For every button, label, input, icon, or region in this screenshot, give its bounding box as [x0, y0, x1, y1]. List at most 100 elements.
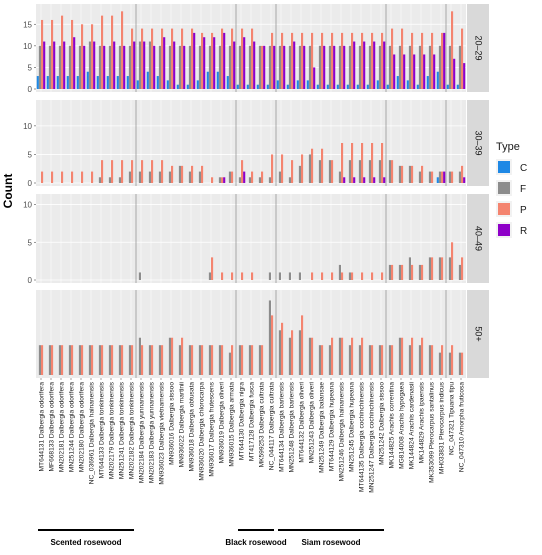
bar-F [228, 352, 231, 375]
bar-F [448, 352, 451, 375]
bar-P [201, 165, 204, 183]
bar-P [351, 272, 354, 280]
bar-R [263, 45, 266, 89]
bar-F [418, 171, 421, 183]
bar-C [446, 84, 449, 89]
x-tick-label: MK353099 Pterocarpus santalinus [429, 381, 436, 483]
bar-R [423, 54, 426, 89]
bar-P [171, 165, 174, 183]
bar-R [403, 54, 406, 89]
bar-P [131, 28, 134, 89]
bar-P [161, 160, 164, 183]
bar-F [348, 160, 351, 183]
bar-F [178, 165, 181, 183]
bar-F [318, 45, 321, 89]
bar-P [331, 272, 334, 280]
bar-F [408, 45, 411, 89]
bar-F [368, 160, 371, 183]
x-tick-label: NC_047321 Tipuana tipu [449, 382, 456, 455]
bar-P [41, 171, 44, 183]
bar-P [141, 160, 144, 183]
bar-F [68, 45, 71, 89]
x-tick-label: MT644132 Dalbergia oliveri [299, 381, 306, 462]
bar-C [246, 84, 249, 89]
bar-F [118, 345, 121, 375]
bar-P [81, 171, 84, 183]
bar-R [413, 54, 416, 89]
y-tick-label: 10 [23, 122, 32, 131]
bar-F [288, 177, 291, 183]
bar-F [138, 171, 141, 183]
bar-P [391, 264, 394, 280]
bar-P [401, 28, 404, 89]
y-tick-label: 0 [28, 276, 33, 285]
bar-C [146, 71, 149, 89]
bar-F [78, 45, 81, 89]
bar-P [251, 28, 254, 89]
bar-P [231, 171, 234, 183]
bar-P [51, 19, 54, 89]
legend-label: R [520, 226, 527, 237]
bar-P [331, 160, 334, 183]
bar-P [301, 32, 304, 89]
bar-C [56, 76, 59, 89]
bar-P [391, 160, 394, 183]
bar-F [438, 171, 441, 183]
bar-F [418, 45, 421, 89]
bar-F [428, 171, 431, 183]
bar-P [371, 272, 374, 280]
bar-F [428, 345, 431, 375]
bar-F [338, 171, 341, 183]
bar-F [188, 171, 191, 183]
bar-C [226, 76, 229, 89]
bar-F [128, 45, 131, 89]
bar-C [436, 71, 439, 89]
bar-F [448, 45, 451, 89]
bar-R [453, 58, 456, 89]
bar-P [461, 352, 464, 375]
bar-C [116, 76, 119, 89]
bar-P [221, 177, 224, 183]
bar-P [291, 32, 294, 89]
bar-R [353, 41, 356, 89]
bar-F [98, 45, 101, 89]
bar-P [91, 171, 94, 183]
bar-P [141, 28, 144, 89]
bar-P [361, 143, 364, 183]
bar-P [281, 154, 284, 183]
bar-R [153, 45, 156, 89]
bar-F [258, 345, 261, 375]
bar-P [251, 171, 254, 183]
bar-P [341, 143, 344, 183]
bar-P [441, 32, 444, 89]
bar-F [408, 257, 411, 280]
bar-C [376, 80, 379, 89]
bar-P [451, 171, 454, 183]
bar-P [261, 45, 264, 89]
bar-F [58, 45, 61, 89]
bar-P [381, 32, 384, 89]
bar-F [108, 45, 111, 89]
bar-F [388, 160, 391, 183]
bar-R [243, 37, 246, 89]
bar-P [141, 345, 144, 375]
bar-C [156, 76, 159, 89]
bar-P [191, 345, 194, 375]
bar-F [458, 45, 461, 89]
bar-P [381, 345, 384, 375]
bar-P [461, 257, 464, 280]
bar-F [298, 45, 301, 89]
bar-F [318, 160, 321, 183]
bar-P [161, 345, 164, 375]
legend-key-R [498, 224, 510, 236]
x-tick-label: MN251242 Dalbergia sissoo [379, 382, 386, 465]
bar-P [221, 28, 224, 89]
bar-P [431, 345, 434, 375]
bar-P [91, 24, 94, 90]
bar-F [398, 337, 401, 375]
bar-P [181, 165, 184, 183]
bar-F [448, 257, 451, 280]
bar-F [338, 45, 341, 89]
bar-F [298, 165, 301, 183]
bar-F [328, 160, 331, 183]
